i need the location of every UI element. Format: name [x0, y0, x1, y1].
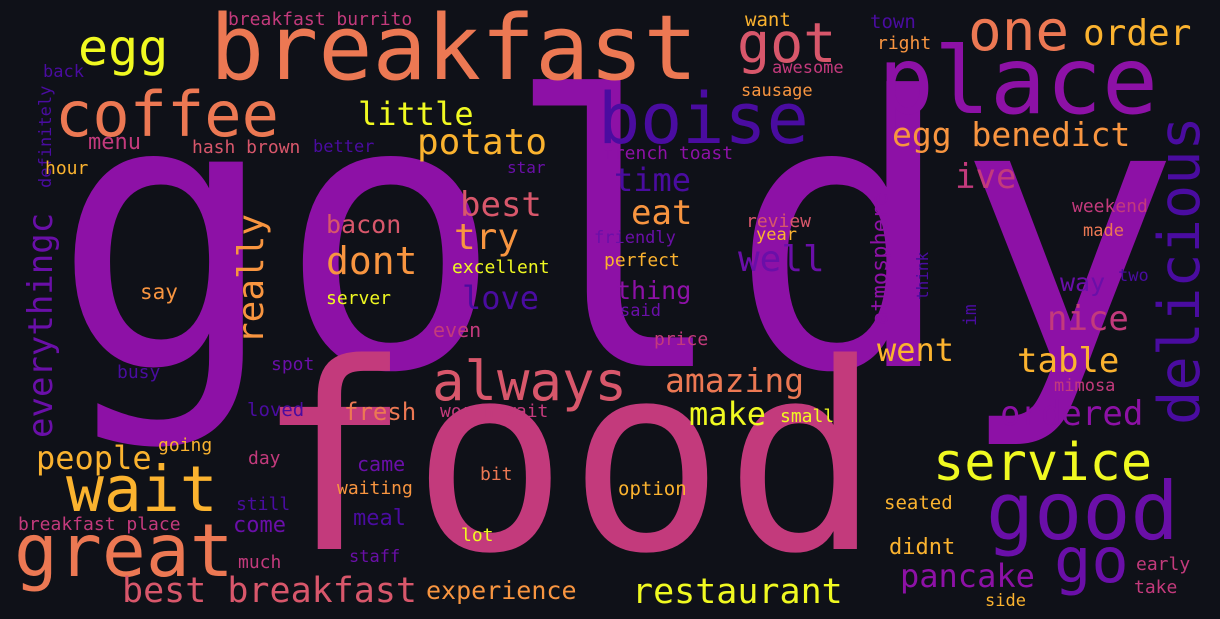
word-well: well	[738, 239, 825, 280]
word-always: always	[432, 350, 628, 413]
word-goldy: goldy	[52, 19, 1181, 455]
word-star: star	[507, 158, 546, 177]
word-food: food	[255, 309, 882, 611]
word-review: review	[746, 211, 812, 232]
word-one: one	[968, 0, 1070, 64]
word-take: take	[1134, 577, 1178, 598]
word-amazing: amazing	[665, 361, 805, 400]
word-went: went	[877, 331, 955, 369]
word-egg: egg	[78, 19, 169, 77]
word-think: think	[913, 251, 932, 300]
word-egg-benedict: egg benedict	[892, 115, 1131, 154]
word-small: small	[780, 406, 835, 427]
word-came: came	[357, 452, 406, 476]
word-busy: busy	[117, 362, 161, 383]
word-meal: meal	[353, 506, 406, 531]
word-experience: experience	[426, 576, 577, 605]
word-eat: eat	[631, 193, 693, 233]
word-time: time	[614, 161, 692, 199]
word-hash-brown: hash brown	[192, 137, 301, 158]
word-perfect: perfect	[604, 250, 680, 271]
word-still: still	[236, 494, 291, 515]
word-love: love	[462, 279, 540, 317]
word-best-breakfast: best breakfast	[122, 571, 418, 611]
word-staff: staff	[349, 547, 401, 567]
word-bit: bit	[480, 464, 513, 485]
word-ordered: ordered	[1000, 394, 1144, 434]
word-service: service	[933, 433, 1153, 493]
word-didnt: didnt	[889, 535, 956, 560]
word-back: back	[43, 62, 84, 82]
word-breakfast: breakfast	[210, 0, 698, 101]
word-order: order	[1083, 13, 1192, 54]
word-want: want	[745, 9, 791, 31]
word-way: way	[1060, 268, 1106, 297]
word-mimosa: mimosa	[1054, 376, 1116, 396]
word-year: year	[756, 225, 797, 245]
word-good: good	[986, 465, 1179, 558]
word-much: much	[238, 552, 282, 573]
word-bacon: bacon	[326, 210, 402, 239]
word-atmosphere: atmosphere	[868, 192, 893, 325]
word-menu: menu	[88, 130, 141, 155]
word-go: go	[1054, 524, 1129, 597]
word-hour: hour	[45, 158, 89, 179]
word-potato: potato	[417, 122, 548, 163]
word-table: table	[1017, 341, 1120, 381]
word-made: made	[1083, 221, 1124, 241]
word-awesome: awesome	[772, 58, 844, 78]
word-thing: thing	[616, 276, 692, 305]
word-best: best	[460, 185, 542, 225]
word-say: say	[140, 280, 178, 304]
word-little: little	[358, 95, 474, 133]
word-everythingc: everythingc	[21, 212, 61, 438]
word-even: even	[433, 318, 482, 342]
word-wait: wait	[66, 453, 218, 526]
word-coffee: coffee	[55, 78, 279, 151]
word-early: early	[1136, 554, 1191, 575]
word-friendly: friendly	[594, 228, 676, 248]
word-breakfast-burrito: breakfast burrito	[228, 9, 413, 30]
word-lot: lot	[461, 525, 494, 546]
word-option: option	[618, 478, 687, 500]
word-waiting: waiting	[337, 478, 413, 499]
word-excellent: excellent	[452, 257, 550, 278]
word-fresh: fresh	[344, 398, 417, 426]
word-delicious: delicious	[1147, 116, 1213, 425]
word-place: place	[878, 27, 1158, 135]
word-right: right	[877, 33, 932, 54]
word-better: better	[313, 137, 375, 157]
word-going: going	[158, 435, 213, 456]
word-spot: spot	[271, 354, 315, 375]
word-great: great	[14, 509, 234, 594]
word-said: said	[620, 301, 661, 321]
word-side: side	[985, 591, 1026, 611]
word-ive: ive	[955, 157, 1017, 197]
word-weekend: weekend	[1072, 196, 1148, 217]
word-breakfast-place: breakfast place	[18, 514, 181, 535]
word-try: try	[454, 217, 520, 258]
word-got: got	[737, 11, 837, 75]
word-day: day	[248, 448, 281, 469]
word-boise: boise	[598, 78, 809, 160]
word-nice: nice	[1047, 299, 1129, 339]
word-two: two	[1118, 266, 1149, 286]
word-price: price	[654, 329, 709, 350]
word-server: server	[326, 288, 392, 309]
word-restaurant: restaurant	[632, 572, 843, 612]
word-town: town	[870, 11, 916, 33]
word-worth-wait: worth wait	[440, 401, 549, 422]
word-people: people	[36, 439, 152, 477]
word-french-toast: french toast	[603, 143, 734, 164]
word-sausage: sausage	[741, 81, 813, 101]
word-seated: seated	[884, 492, 953, 514]
word-make: make	[689, 395, 767, 433]
word-come: come	[233, 513, 286, 538]
word-loved: loved	[247, 399, 305, 421]
word-dont: dont	[326, 239, 418, 283]
word-really: really	[231, 213, 272, 344]
word-im: im	[960, 304, 981, 326]
word-pancake: pancake	[900, 557, 1035, 595]
